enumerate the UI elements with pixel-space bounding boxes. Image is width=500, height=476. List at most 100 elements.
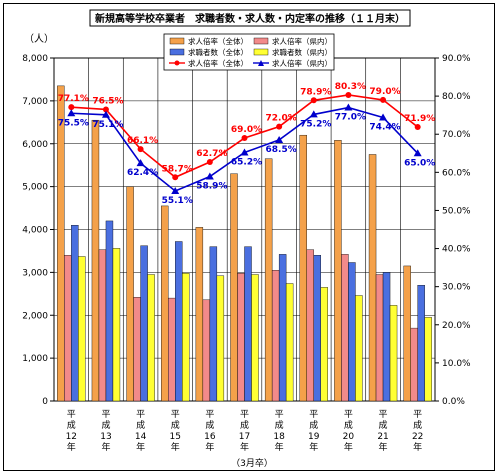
bar (230, 173, 238, 402)
x-axis-note: （3月卒） (231, 457, 273, 469)
line-point (414, 123, 421, 130)
legend-label: 求人倍率（全体） (188, 58, 248, 68)
data-label: 69.0% (231, 125, 262, 135)
x-tick-label: 12 (66, 432, 77, 442)
x-tick-label: 年 (275, 441, 284, 453)
x-tick-label: 平 (67, 409, 76, 420)
bar (306, 249, 314, 402)
legend-swatch (253, 37, 269, 45)
bar (334, 140, 342, 402)
line-point (310, 97, 317, 104)
legend: 求人倍率（全体） 求人倍率（県内） 求職者数（全体） 求職者数（県内） 求人倍率（全体）… (163, 33, 335, 71)
x-tick-label: 22 (412, 432, 423, 442)
data-label: 65.2% (231, 158, 262, 168)
chart-svg: 新規高等学校卒業者 求職者数・求人数・内定率の推移（１１月末） （人） （3月卒… (22, 9, 471, 469)
bar (375, 274, 384, 402)
line-point (205, 172, 214, 180)
line-point (101, 110, 110, 118)
x-tick-label: 年 (205, 441, 214, 453)
x-tick-label: 14 (135, 432, 147, 442)
x-tick-label: 21 (377, 432, 388, 442)
chart-title: 新規高等学校卒業者 求職者数・求人数・内定率の推移（１１月末） (95, 12, 405, 25)
legend-label: 求職者数（全体） (188, 47, 248, 57)
y-left-tick-label: 5,000 (22, 183, 48, 193)
line-point (240, 148, 249, 156)
bar (147, 274, 155, 402)
bar (91, 119, 100, 402)
y-left-tick-label: 6,000 (22, 140, 48, 150)
y-left-tick-label: 7,000 (22, 97, 48, 107)
bar (368, 154, 377, 402)
x-tick-label: 平 (344, 409, 353, 420)
line-point (345, 91, 352, 98)
y-right-tick-label: 40.0% (442, 245, 471, 255)
bar (237, 273, 245, 402)
chart-frame: 新規高等学校卒業者 求職者数・求人数・内定率の推移（１１月末） （人） （3月卒… (3, 3, 495, 471)
x-tick-label: 19 (308, 432, 320, 442)
data-label: 66.1% (127, 136, 158, 146)
bar (251, 274, 259, 402)
bar (209, 246, 218, 402)
line-point (241, 135, 248, 142)
x-tick-label: 成 (136, 419, 145, 431)
y-right-tick-label: 60.0% (442, 168, 471, 178)
bar (133, 297, 141, 402)
x-tick-label: 18 (273, 432, 285, 442)
x-tick-label: 平 (101, 409, 110, 420)
data-label: 71.9% (404, 114, 435, 124)
x-tick-label: 20 (343, 432, 355, 442)
x-tick-label: 年 (240, 441, 249, 453)
bar (264, 158, 273, 402)
x-tick-label: 年 (344, 441, 353, 453)
x-tick-label: 成 (344, 419, 353, 431)
bar (168, 297, 176, 402)
x-tick-label: 平 (413, 409, 422, 420)
x-tick-label: 成 (413, 419, 422, 431)
x-tick-label: 年 (379, 441, 388, 453)
legend-swatch-marker (174, 60, 180, 66)
bar (410, 327, 418, 402)
line-point (275, 135, 284, 143)
line-point (172, 174, 179, 181)
line-point (102, 106, 109, 113)
bar (320, 287, 328, 402)
y-left-tick-label: 0 (42, 397, 48, 407)
bar (285, 283, 294, 402)
line-point (276, 123, 283, 130)
data-label: 75.2% (300, 119, 331, 129)
data-label: 55.1% (162, 196, 193, 206)
bar (313, 255, 321, 402)
data-label: 58.7% (162, 164, 193, 174)
line-point (379, 113, 388, 121)
title-box (89, 9, 411, 27)
x-tick-label: 平 (240, 409, 249, 420)
legend-label: 求人倍率（県内） (272, 58, 332, 68)
bar (417, 285, 425, 402)
data-label: 68.5% (266, 145, 297, 155)
y-right-tick-label: 0.0% (442, 397, 465, 407)
bar (64, 255, 72, 402)
data-label: 75.5% (58, 118, 89, 128)
legend-label: 求人倍率（全体） (188, 36, 248, 46)
bar (112, 248, 121, 402)
bar (182, 273, 190, 402)
x-tick-label: 成 (275, 419, 284, 431)
x-tick-label: 平 (171, 409, 180, 420)
legend-swatch (169, 48, 185, 56)
line-point (413, 149, 422, 157)
x-tick-label: 16 (204, 432, 216, 442)
data-label: 62.4% (127, 168, 158, 178)
x-tick-label: 成 (240, 419, 249, 431)
x-tick-label: 年 (171, 441, 180, 453)
line-point (380, 96, 387, 103)
x-tick-label: 成 (171, 419, 180, 431)
y-left-tick-label: 2,000 (22, 311, 48, 321)
x-tick-label: 平 (275, 409, 284, 420)
line-point (137, 146, 144, 153)
y-right-tick-label: 10.0% (442, 359, 471, 369)
line-point (344, 103, 353, 111)
legend-swatch (169, 37, 185, 45)
line-point (136, 159, 145, 167)
bar (98, 249, 107, 402)
data-label: 78.9% (300, 87, 331, 97)
